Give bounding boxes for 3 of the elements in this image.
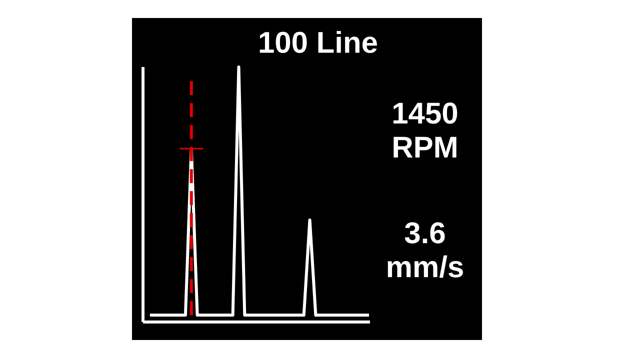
text: 1450 RPM <box>394 102 458 158</box>
text: 3.6 mm/s <box>388 222 463 278</box>
chart-title: 100 Line <box>260 30 377 54</box>
